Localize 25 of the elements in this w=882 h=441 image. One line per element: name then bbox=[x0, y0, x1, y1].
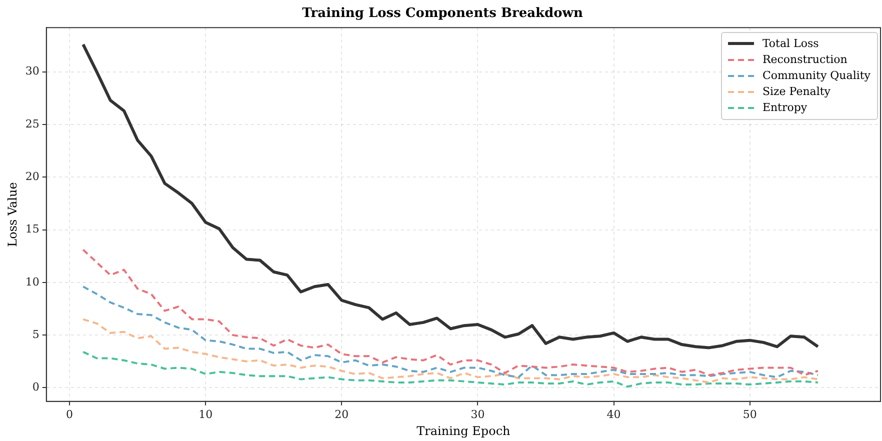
line-series bbox=[82, 318, 819, 384]
chart-title: Training Loss Components Breakdown bbox=[302, 6, 584, 22]
legend-label: Entropy bbox=[762, 100, 808, 116]
line-series bbox=[82, 248, 819, 376]
y-tick-label: 30 bbox=[25, 64, 40, 78]
x-tick-label: 10 bbox=[198, 408, 213, 421]
x-tick-label: 20 bbox=[334, 408, 349, 421]
y-tick-label: 15 bbox=[25, 222, 40, 236]
y-tick-label: 20 bbox=[25, 170, 40, 183]
y-axis-title: Loss Value bbox=[5, 182, 20, 247]
legend-label: Reconstruction bbox=[762, 52, 848, 68]
x-tick-label: 30 bbox=[470, 408, 485, 421]
legend-label: Total Loss bbox=[762, 36, 819, 52]
y-tick-label: 25 bbox=[25, 117, 40, 130]
y-tick-label: 10 bbox=[25, 275, 40, 288]
y-tick-label: 5 bbox=[32, 328, 40, 341]
x-tick-label: 50 bbox=[742, 408, 757, 421]
line-series bbox=[82, 350, 819, 388]
x-tick-label: 0 bbox=[66, 408, 74, 421]
x-tick-label: 40 bbox=[606, 408, 621, 421]
y-tick-label: 0 bbox=[32, 380, 40, 394]
legend-label: Community Quality bbox=[762, 68, 870, 84]
legend-label: Size Penalty bbox=[762, 84, 831, 100]
x-axis-title: Training Epoch bbox=[416, 424, 511, 438]
line-series bbox=[82, 286, 819, 378]
